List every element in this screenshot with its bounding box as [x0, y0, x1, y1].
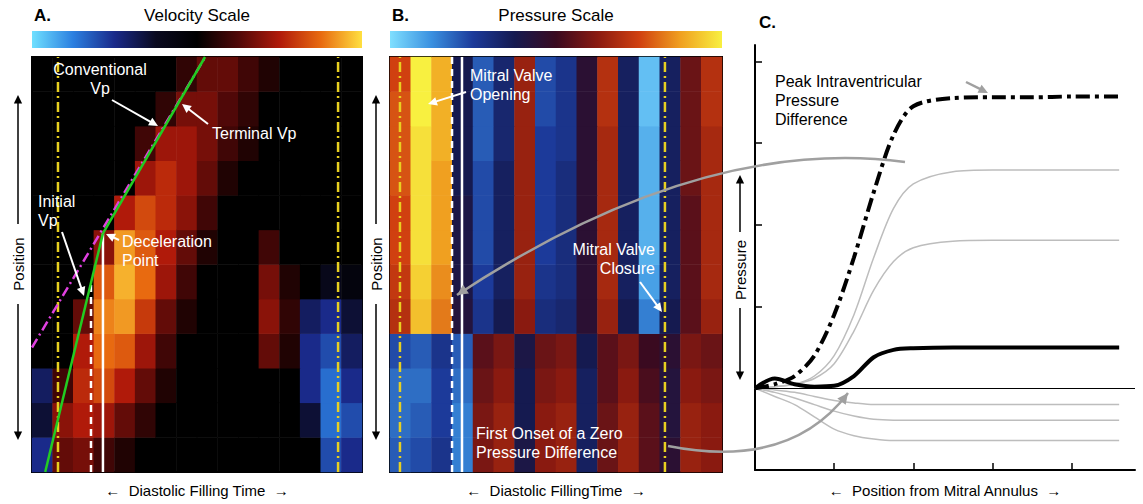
svg-text:First Onset of a Zero: First Onset of a Zero [476, 425, 623, 442]
svg-text:Pressure Difference: Pressure Difference [476, 444, 617, 461]
svg-text:Position: Position [10, 237, 27, 290]
svg-text:Opening: Opening [470, 86, 531, 103]
svg-text:← Diastolic Filling Time →: ← Diastolic Filling Time → [105, 482, 288, 499]
svg-text:C.: C. [759, 13, 776, 32]
svg-text:Vp: Vp [38, 212, 58, 229]
svg-text:Peak Intraventricular: Peak Intraventricular [775, 73, 922, 90]
svg-text:A.: A. [34, 6, 51, 25]
svg-text:Initial: Initial [38, 193, 75, 210]
svg-text:Mitral Valve: Mitral Valve [573, 241, 655, 258]
svg-text:Pressure: Pressure [732, 240, 749, 300]
svg-text:Position: Position [368, 237, 385, 290]
svg-text:Difference: Difference [775, 111, 848, 128]
svg-text:Velocity Scale: Velocity Scale [144, 6, 250, 25]
svg-text:Conventional: Conventional [53, 61, 146, 78]
svg-text:Point: Point [122, 252, 159, 269]
svg-text:Pressure: Pressure [775, 92, 839, 109]
svg-text:B.: B. [392, 6, 409, 25]
svg-text:← Position from Mitral Annulu: ← Position from Mitral Annulus → [829, 482, 1062, 499]
svg-text:← Diastolic FillingTime →: ← Diastolic FillingTime → [466, 482, 645, 499]
svg-text:Deceleration: Deceleration [122, 233, 212, 250]
svg-text:Vp: Vp [90, 80, 110, 97]
svg-text:Mitral Valve: Mitral Valve [470, 67, 552, 84]
svg-text:Terminal Vp: Terminal Vp [212, 125, 297, 142]
svg-text:Closure: Closure [600, 260, 655, 277]
svg-text:Pressure Scale: Pressure Scale [498, 6, 613, 25]
